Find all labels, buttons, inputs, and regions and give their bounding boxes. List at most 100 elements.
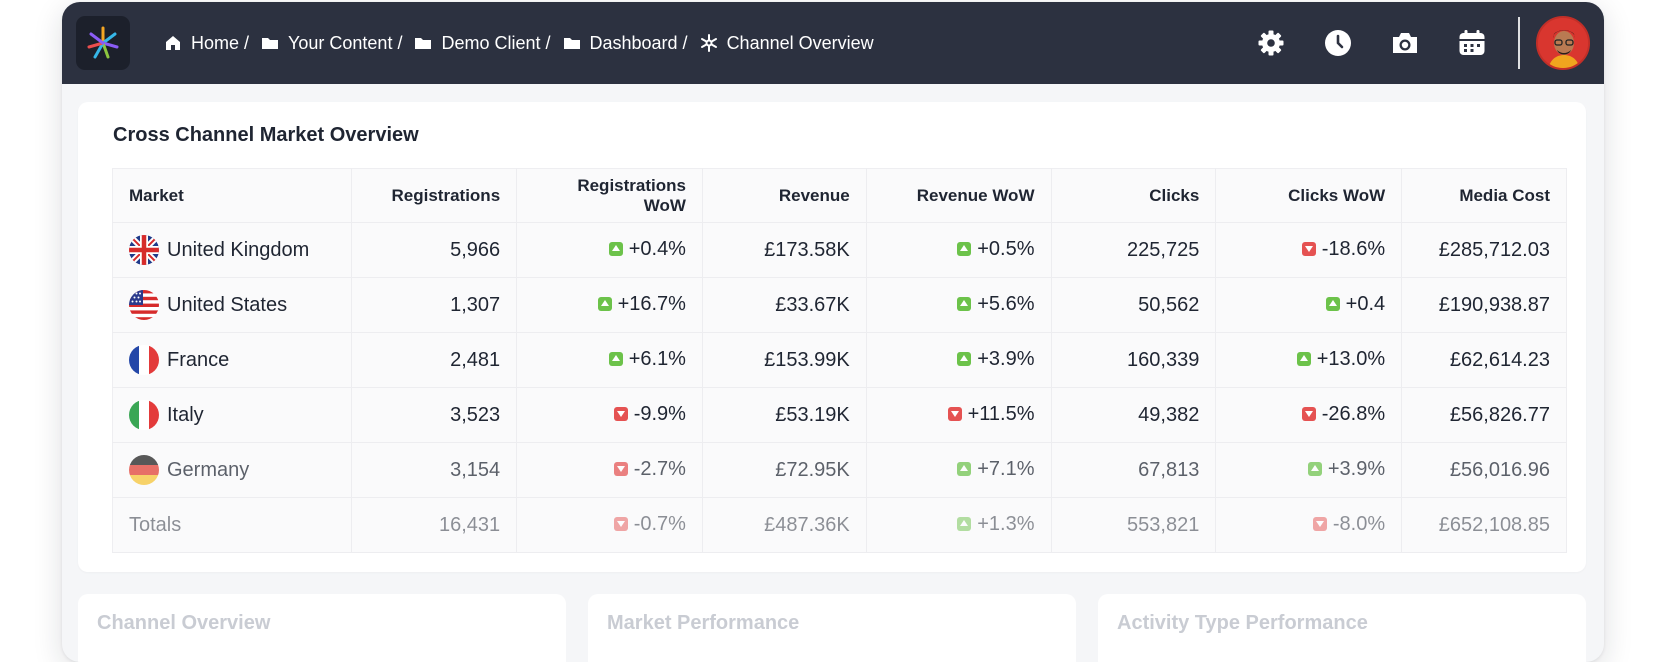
user-avatar[interactable] bbox=[1536, 16, 1590, 70]
market-overview-table: Market Registrations Registrations WoW R… bbox=[112, 168, 1567, 553]
revenue-wow-cell: +1.3% bbox=[866, 497, 1052, 553]
asterisk-icon bbox=[700, 34, 718, 52]
revenue-cell: £72.95K bbox=[702, 442, 867, 498]
trend-down-icon bbox=[1301, 242, 1316, 257]
clicks-wow-cell: -26.8% bbox=[1215, 387, 1403, 443]
market-name: Italy bbox=[167, 403, 204, 426]
delta-value: -18.6% bbox=[1321, 237, 1386, 260]
table-row[interactable]: Italy 3,523 -9.9% £53.19K +11.5% 49,382 … bbox=[112, 387, 1567, 443]
registrations-wow-cell: +16.7% bbox=[516, 277, 703, 333]
breadcrumb-dashboard[interactable]: Dashboard / bbox=[563, 33, 688, 54]
registrations-wow-cell: -0.7% bbox=[516, 497, 703, 553]
folder-icon bbox=[414, 34, 432, 52]
trend-down-icon bbox=[613, 407, 628, 422]
breadcrumb: Home / Your Content / Demo Client / bbox=[164, 2, 874, 84]
delta-value: +3.9% bbox=[977, 347, 1035, 370]
column-header-revenue-wow[interactable]: Revenue WoW bbox=[866, 168, 1052, 223]
media-cost-cell: £285,712.03 bbox=[1401, 222, 1567, 278]
panel-title: Market Performance bbox=[607, 612, 800, 634]
uk-flag-icon bbox=[129, 235, 159, 265]
revenue-cell: £487.36K bbox=[702, 497, 867, 553]
column-header-market[interactable]: Market bbox=[112, 168, 353, 223]
channel-overview-panel[interactable]: Channel Overview bbox=[78, 594, 566, 662]
clicks-cell: 67,813 bbox=[1051, 442, 1217, 498]
media-cost-cell: £56,016.96 bbox=[1401, 442, 1567, 498]
delta-value: -26.8% bbox=[1321, 402, 1386, 425]
table-header-row: Market Registrations Registrations WoW R… bbox=[112, 168, 1567, 223]
breadcrumb-your-content[interactable]: Your Content / bbox=[261, 33, 402, 54]
column-header-clicks[interactable]: Clicks bbox=[1051, 168, 1217, 223]
delta-value: +13.0% bbox=[1316, 347, 1386, 370]
clicks-cell: 50,562 bbox=[1051, 277, 1217, 333]
registrations-wow-cell: -9.9% bbox=[516, 387, 703, 443]
revenue-wow-cell: +11.5% bbox=[866, 387, 1052, 443]
table-row[interactable]: France 2,481 +6.1% £153.99K +3.9% 160,33… bbox=[112, 332, 1567, 388]
clock-icon bbox=[1325, 30, 1351, 56]
trend-down-icon bbox=[1312, 517, 1327, 532]
market-name: United Kingdom bbox=[167, 238, 310, 261]
trend-down-icon bbox=[1301, 407, 1316, 422]
clicks-cell: 553,821 bbox=[1051, 497, 1217, 553]
delta-value: +0.4 bbox=[1345, 292, 1386, 315]
table-row[interactable]: United Kingdom 5,966 +0.4% £173.58K +0.5… bbox=[112, 222, 1567, 278]
trend-up-icon bbox=[1325, 297, 1340, 312]
delta-value: -9.9% bbox=[633, 402, 686, 425]
registrations-cell: 3,154 bbox=[351, 442, 518, 498]
starburst-logo[interactable] bbox=[76, 16, 130, 70]
breadcrumb-home[interactable]: Home / bbox=[164, 33, 249, 54]
clicks-wow-cell: -18.6% bbox=[1215, 222, 1403, 278]
trend-up-icon bbox=[608, 242, 623, 257]
delta-value: +16.7% bbox=[617, 292, 686, 315]
totals-label: Totals bbox=[112, 497, 353, 553]
trend-up-icon bbox=[957, 242, 972, 257]
delta-value: +7.1% bbox=[977, 457, 1035, 480]
card-title: Cross Channel Market Overview bbox=[113, 124, 419, 146]
revenue-wow-cell: +3.9% bbox=[866, 332, 1052, 388]
market-cell: Germany bbox=[112, 442, 353, 498]
breadcrumb-demo-client[interactable]: Demo Client / bbox=[414, 32, 551, 54]
delta-value: +1.3% bbox=[977, 512, 1035, 535]
trend-up-icon bbox=[957, 517, 972, 532]
clicks-cell: 160,339 bbox=[1051, 332, 1217, 388]
germany-flag-icon bbox=[129, 455, 159, 485]
column-header-registrations-wow[interactable]: Registrations WoW bbox=[516, 168, 703, 223]
table-row[interactable]: Germany 3,154 -2.7% £72.95K +7.1% 67,813… bbox=[112, 442, 1567, 498]
logo-icon bbox=[87, 26, 119, 59]
folder-icon bbox=[261, 34, 279, 52]
revenue-cell: £153.99K bbox=[702, 332, 867, 388]
breadcrumb-label: Dashboard / bbox=[589, 32, 688, 53]
market-performance-panel[interactable]: Market Performance bbox=[588, 594, 1076, 662]
toolbar-actions bbox=[1220, 2, 1604, 84]
market-name: France bbox=[167, 348, 230, 371]
media-cost-cell: £56,826.77 bbox=[1401, 387, 1567, 443]
cross-channel-card: Cross Channel Market Overview Market Reg… bbox=[78, 102, 1586, 572]
snapshot-button[interactable] bbox=[1389, 27, 1421, 59]
breadcrumb-channel-overview[interactable]: Channel Overview bbox=[700, 33, 874, 54]
column-header-registrations[interactable]: Registrations bbox=[351, 168, 518, 223]
column-header-clicks-wow[interactable]: Clicks WoW bbox=[1215, 168, 1403, 223]
toolbar-divider bbox=[1518, 17, 1520, 69]
breadcrumb-label: Channel Overview bbox=[726, 32, 874, 53]
date-range-button[interactable] bbox=[1456, 27, 1488, 59]
history-button[interactable] bbox=[1322, 27, 1354, 59]
top-navigation-bar: Home / Your Content / Demo Client / bbox=[62, 2, 1604, 84]
revenue-wow-cell: +0.5% bbox=[866, 222, 1052, 278]
delta-value: +0.4% bbox=[628, 237, 686, 260]
activity-type-performance-panel[interactable]: Activity Type Performance bbox=[1098, 594, 1586, 662]
table-row[interactable]: United States 1,307 +16.7% £33.67K +5.6%… bbox=[112, 277, 1567, 333]
settings-button[interactable] bbox=[1255, 27, 1287, 59]
trend-up-icon bbox=[597, 297, 612, 312]
registrations-cell: 3,523 bbox=[351, 387, 518, 443]
trend-up-icon bbox=[957, 297, 972, 312]
media-cost-cell: £62,614.23 bbox=[1401, 332, 1567, 388]
column-header-media-cost[interactable]: Media Cost bbox=[1401, 168, 1567, 223]
france-flag-icon bbox=[129, 345, 159, 375]
column-header-revenue[interactable]: Revenue bbox=[702, 168, 867, 223]
market-name: United States bbox=[167, 293, 288, 316]
delta-value: +5.6% bbox=[977, 292, 1035, 315]
market-name: Germany bbox=[167, 458, 250, 481]
panel-title: Channel Overview bbox=[97, 612, 271, 634]
breadcrumb-label: Demo Client / bbox=[441, 32, 551, 53]
totals-row: Totals 16,431 -0.7% £487.36K +1.3% 553,8… bbox=[112, 497, 1567, 553]
delta-value: +11.5% bbox=[967, 402, 1035, 425]
